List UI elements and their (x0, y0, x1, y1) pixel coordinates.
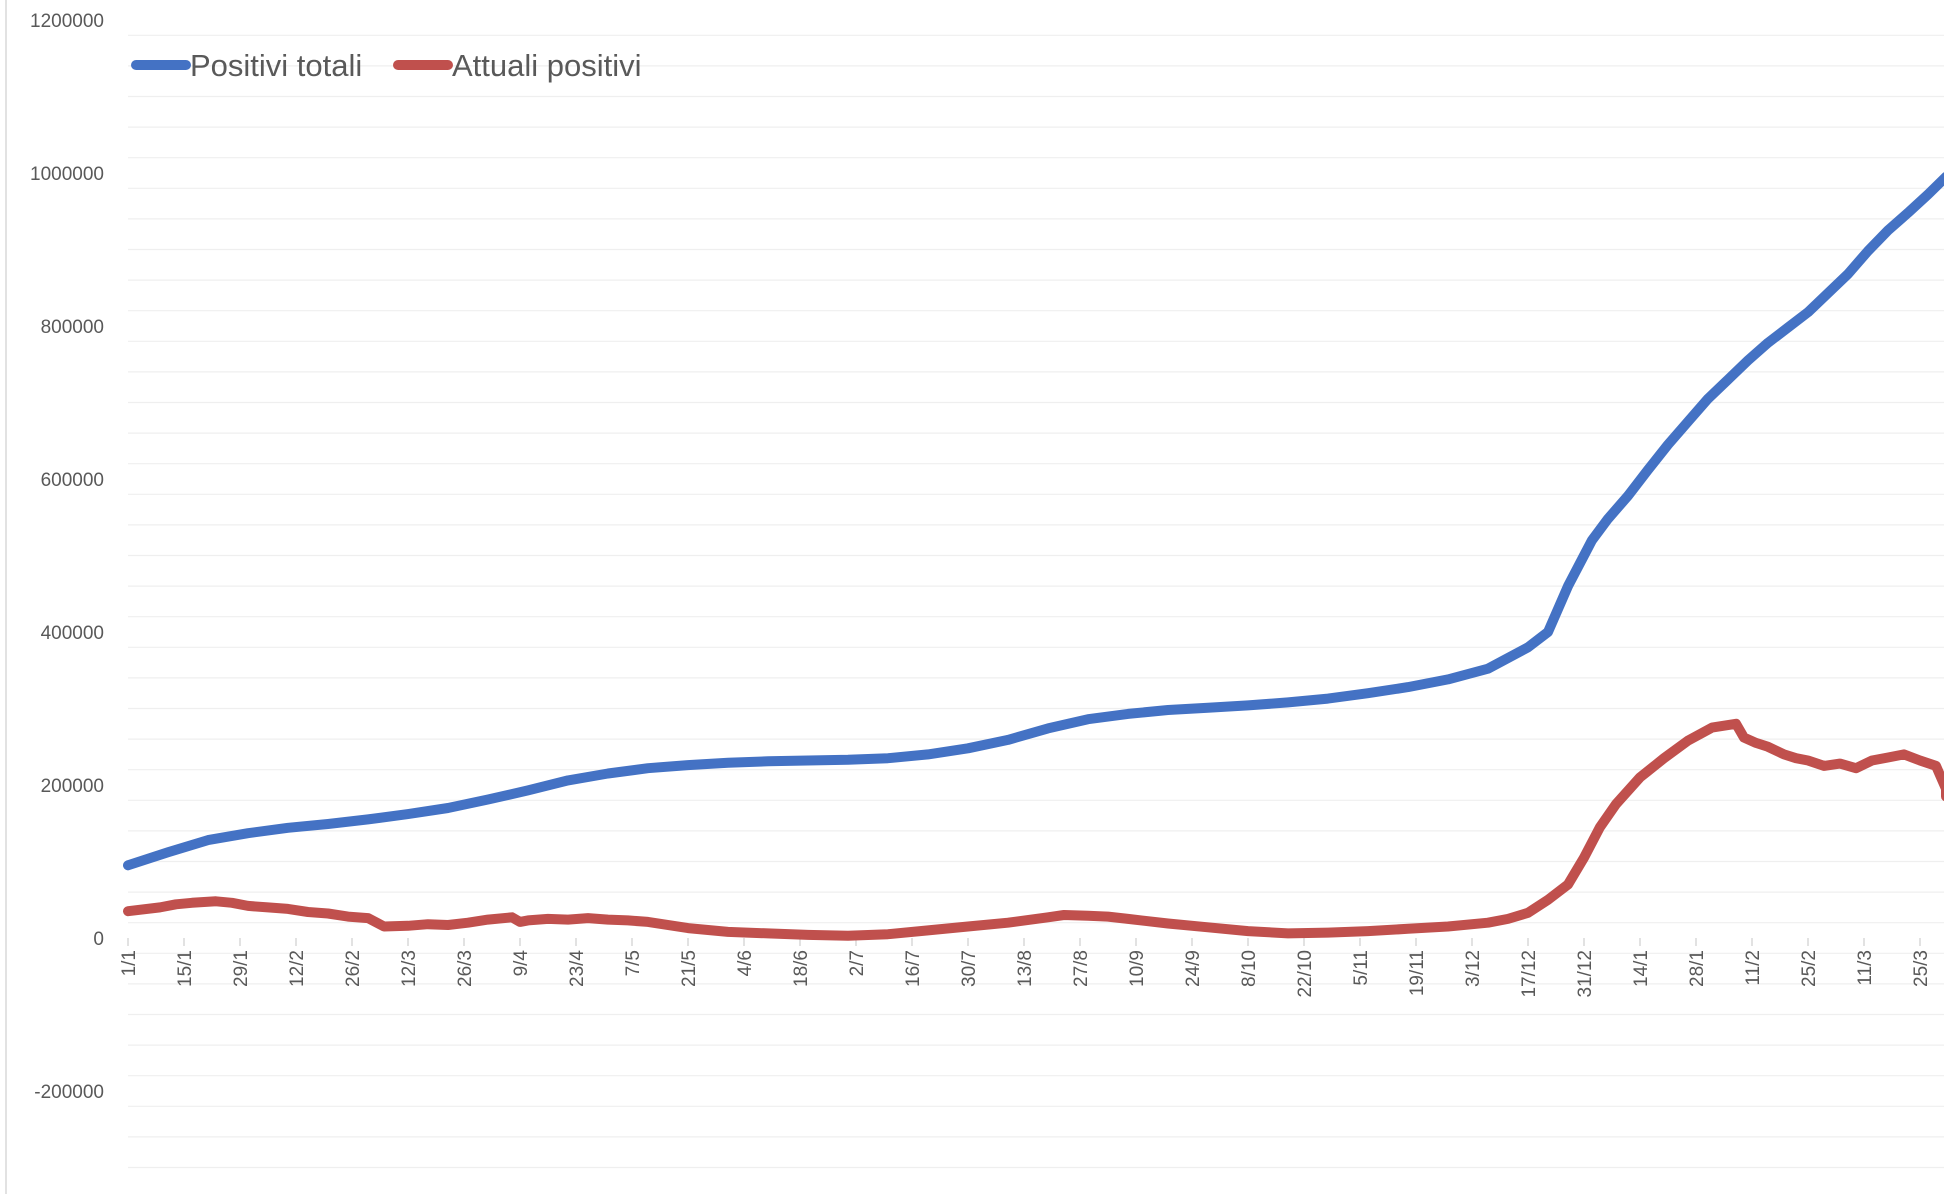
x-tick-label: 23/4 (567, 950, 588, 987)
x-tick-label: 12/2 (287, 950, 308, 987)
x-tick-label: 25/2 (1799, 950, 1820, 987)
x-tick-label: 9/4 (511, 950, 532, 977)
x-tick-label: 12/3 (399, 950, 420, 987)
x-tick-label: 14/1 (1631, 950, 1652, 987)
x-tick-label: 24/9 (1183, 950, 1204, 987)
x-tick-label: 13/8 (1015, 950, 1036, 987)
legend-label-attuali-positivi: Attuali positivi (452, 48, 642, 83)
x-tick-label: 8/10 (1239, 950, 1260, 987)
x-tick-label: 4/6 (735, 950, 756, 976)
x-tick-label: 5/11 (1351, 950, 1372, 986)
y-tick-label: 600000 (41, 470, 104, 491)
series-lines (123, 172, 1944, 941)
x-tick-label: 30/7 (959, 950, 980, 987)
x-tick-label: 29/1 (231, 950, 252, 987)
y-axis-ticks: 1200000 1000000 800000 600000 400000 200000 0 -… (30, 11, 104, 1103)
y-tick-label: 800000 (41, 317, 104, 338)
x-axis-ticks: 1/1 15/1 29/1 12/2 26/2 12/3 26/3 9/4 23/4 7/5 21/… (119, 938, 1932, 998)
x-tick-label: 18/6 (791, 950, 812, 987)
x-tick-label: 19/11 (1407, 950, 1428, 996)
x-tick-label: 31/12 (1575, 950, 1596, 998)
x-tick-label: 28/1 (1687, 950, 1708, 987)
legend-label-positivi-totali: Positivi totali (190, 48, 362, 83)
x-tick-label: 17/12 (1519, 950, 1540, 998)
x-tick-label: 26/3 (455, 950, 476, 987)
x-tick-label: 3/12 (1463, 950, 1484, 987)
y-tick-label: 1000000 (30, 164, 104, 185)
x-tick-label: 7/5 (623, 950, 644, 976)
legend: Positivi totali Attuali positivi (131, 48, 642, 83)
x-tick-label: 11/2 (1743, 950, 1764, 986)
x-tick-label: 21/5 (679, 950, 700, 987)
series-line-attuali-positivi (123, 718, 1944, 941)
x-tick-label: 15/1 (175, 950, 196, 987)
y-tick-label: -200000 (34, 1082, 104, 1103)
x-tick-label: 16/7 (903, 950, 924, 987)
x-tick-label: 11/3 (1855, 950, 1876, 986)
x-tick-label: 26/2 (343, 950, 364, 987)
y-tick-label: 0 (93, 929, 104, 950)
y-tick-label: 1200000 (30, 11, 104, 32)
series-line-positivi-totali (123, 172, 1944, 871)
x-tick-label: 1/1 (119, 950, 140, 976)
x-tick-label: 27/8 (1071, 950, 1092, 987)
y-tick-label: 200000 (41, 776, 104, 797)
x-tick-label: 25/3 (1911, 950, 1932, 987)
x-tick-label: 10/9 (1127, 950, 1148, 987)
x-tick-label: 2/7 (847, 950, 868, 976)
x-tick-label: 22/10 (1295, 950, 1316, 998)
y-tick-label: 400000 (41, 623, 104, 644)
